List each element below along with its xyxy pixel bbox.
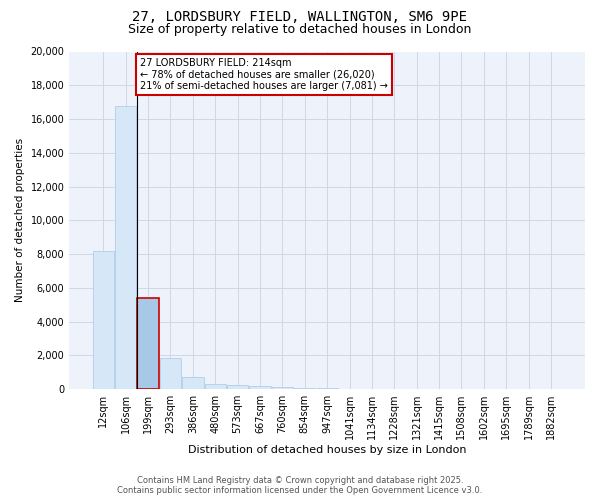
Bar [339, 388, 360, 389]
X-axis label: Distribution of detached houses by size in London: Distribution of detached houses by size … [188, 445, 466, 455]
Bar [160, 358, 181, 389]
Bar [227, 386, 248, 389]
Bar [294, 388, 316, 389]
Bar [205, 384, 226, 389]
Bar [93, 250, 114, 389]
Bar [317, 388, 338, 389]
Bar [250, 386, 271, 389]
Y-axis label: Number of detached properties: Number of detached properties [15, 138, 25, 302]
Text: 27 LORDSBURY FIELD: 214sqm
← 78% of detached houses are smaller (26,020)
21% of : 27 LORDSBURY FIELD: 214sqm ← 78% of deta… [140, 58, 388, 92]
Bar [272, 387, 293, 389]
Bar [182, 378, 203, 389]
Text: Size of property relative to detached houses in London: Size of property relative to detached ho… [128, 22, 472, 36]
Text: 27, LORDSBURY FIELD, WALLINGTON, SM6 9PE: 27, LORDSBURY FIELD, WALLINGTON, SM6 9PE [133, 10, 467, 24]
Text: Contains HM Land Registry data © Crown copyright and database right 2025.
Contai: Contains HM Land Registry data © Crown c… [118, 476, 482, 495]
Bar [115, 106, 136, 389]
Bar [137, 298, 159, 389]
